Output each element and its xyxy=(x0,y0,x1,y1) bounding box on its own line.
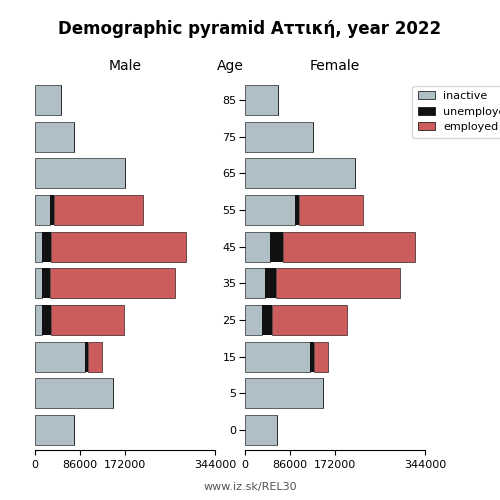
Bar xyxy=(35,232,42,262)
Bar xyxy=(35,305,42,335)
Bar xyxy=(314,342,328,372)
Text: Female: Female xyxy=(310,59,360,73)
Bar xyxy=(245,305,262,335)
Text: Male: Male xyxy=(108,59,142,73)
Bar xyxy=(50,268,174,298)
Bar xyxy=(300,195,364,225)
Bar xyxy=(262,305,272,335)
Bar xyxy=(245,268,265,298)
Bar xyxy=(276,268,400,298)
Bar xyxy=(245,232,270,262)
Bar xyxy=(270,232,282,262)
Bar xyxy=(245,415,278,445)
Bar xyxy=(35,268,42,298)
Bar xyxy=(245,122,313,152)
Bar xyxy=(35,122,74,152)
Text: Demographic pyramid Αττική, year 2022: Demographic pyramid Αττική, year 2022 xyxy=(58,20,442,38)
Bar xyxy=(272,305,346,335)
Bar xyxy=(35,85,61,115)
Bar xyxy=(50,195,54,225)
Text: www.iz.sk/REL30: www.iz.sk/REL30 xyxy=(203,482,297,492)
Bar xyxy=(54,195,144,225)
Text: Age: Age xyxy=(216,59,244,73)
Bar xyxy=(245,158,355,188)
Bar xyxy=(42,305,50,335)
Bar xyxy=(310,342,314,372)
Bar xyxy=(35,342,84,372)
Bar xyxy=(35,378,114,408)
Bar xyxy=(84,342,88,372)
Bar xyxy=(265,268,276,298)
Bar xyxy=(51,232,186,262)
Bar xyxy=(88,342,102,372)
Bar xyxy=(245,85,278,115)
Legend: inactive, unemployed, employed: inactive, unemployed, employed xyxy=(412,86,500,138)
Bar xyxy=(245,342,310,372)
Bar xyxy=(35,195,50,225)
Bar xyxy=(35,415,74,445)
Bar xyxy=(245,378,324,408)
Bar xyxy=(282,232,414,262)
Bar xyxy=(294,195,300,225)
Bar xyxy=(42,232,51,262)
Bar xyxy=(245,195,294,225)
Bar xyxy=(50,305,124,335)
Bar xyxy=(35,158,125,188)
Bar xyxy=(42,268,50,298)
